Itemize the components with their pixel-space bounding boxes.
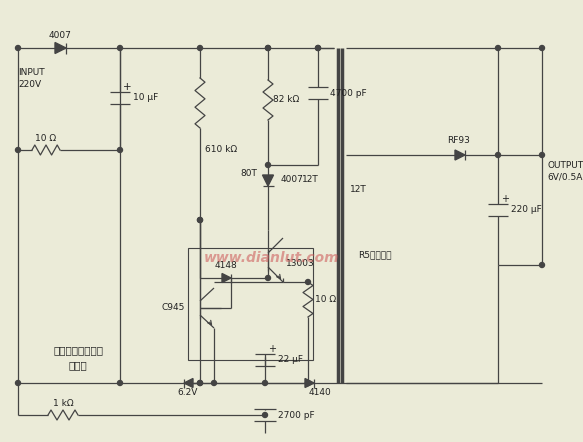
Circle shape bbox=[539, 263, 545, 267]
Circle shape bbox=[262, 381, 268, 385]
Text: INPUT: INPUT bbox=[18, 68, 45, 77]
Text: 1 kΩ: 1 kΩ bbox=[52, 399, 73, 408]
Text: 22 μF: 22 μF bbox=[278, 355, 303, 365]
Polygon shape bbox=[455, 150, 465, 160]
Circle shape bbox=[539, 46, 545, 50]
Circle shape bbox=[305, 381, 311, 385]
Circle shape bbox=[212, 381, 216, 385]
Text: 2700 pF: 2700 pF bbox=[278, 411, 315, 419]
Circle shape bbox=[315, 46, 321, 50]
Polygon shape bbox=[305, 378, 314, 388]
Text: 80T: 80T bbox=[240, 168, 257, 178]
Text: RF93: RF93 bbox=[448, 136, 470, 145]
Text: 4007: 4007 bbox=[281, 175, 304, 184]
Text: 6V/0.5A: 6V/0.5A bbox=[547, 172, 582, 182]
Circle shape bbox=[265, 275, 271, 281]
Circle shape bbox=[118, 46, 122, 50]
Text: 220V: 220V bbox=[18, 80, 41, 89]
Text: 6.2V: 6.2V bbox=[178, 388, 198, 397]
Text: 手机充电器用电源: 手机充电器用电源 bbox=[53, 345, 103, 355]
Text: 82 kΩ: 82 kΩ bbox=[273, 95, 299, 104]
Circle shape bbox=[16, 381, 20, 385]
Text: 10 Ω: 10 Ω bbox=[36, 134, 57, 143]
Circle shape bbox=[315, 46, 321, 50]
Circle shape bbox=[496, 152, 500, 157]
Text: 610 kΩ: 610 kΩ bbox=[205, 145, 237, 155]
Circle shape bbox=[198, 46, 202, 50]
Circle shape bbox=[265, 46, 271, 50]
Polygon shape bbox=[222, 274, 231, 282]
Circle shape bbox=[198, 381, 202, 385]
Circle shape bbox=[118, 148, 122, 152]
Text: +: + bbox=[501, 194, 509, 204]
Circle shape bbox=[305, 381, 311, 385]
Text: OUTPUT: OUTPUT bbox=[547, 160, 583, 169]
Text: +: + bbox=[123, 82, 132, 92]
Text: 12T: 12T bbox=[302, 175, 319, 184]
Text: 10 Ω: 10 Ω bbox=[315, 296, 336, 305]
Text: 4140: 4140 bbox=[308, 388, 331, 397]
Text: 13003: 13003 bbox=[286, 259, 315, 267]
Text: 10 μF: 10 μF bbox=[133, 94, 158, 103]
Text: +: + bbox=[268, 344, 276, 354]
Circle shape bbox=[198, 381, 202, 385]
Circle shape bbox=[305, 279, 311, 285]
Circle shape bbox=[262, 412, 268, 418]
Text: www.dianlut.com: www.dianlut.com bbox=[204, 251, 340, 265]
Text: 卓换器: 卓换器 bbox=[69, 360, 87, 370]
Circle shape bbox=[265, 163, 271, 168]
Circle shape bbox=[118, 381, 122, 385]
Text: 4700 pF: 4700 pF bbox=[330, 88, 367, 98]
Polygon shape bbox=[55, 42, 66, 53]
Circle shape bbox=[16, 46, 20, 50]
Circle shape bbox=[539, 152, 545, 157]
Text: 4148: 4148 bbox=[215, 261, 237, 270]
Circle shape bbox=[16, 148, 20, 152]
Text: 220 μF: 220 μF bbox=[511, 206, 542, 214]
Text: R5高频磁芯: R5高频磁芯 bbox=[358, 251, 392, 259]
Circle shape bbox=[198, 217, 202, 222]
Circle shape bbox=[496, 46, 500, 50]
Text: 12T: 12T bbox=[350, 186, 367, 194]
Text: 4007: 4007 bbox=[48, 31, 72, 40]
Circle shape bbox=[265, 46, 271, 50]
Polygon shape bbox=[184, 378, 193, 388]
Circle shape bbox=[198, 217, 202, 222]
Bar bbox=[188, 248, 313, 360]
Polygon shape bbox=[262, 175, 273, 186]
Text: C945: C945 bbox=[162, 304, 185, 312]
